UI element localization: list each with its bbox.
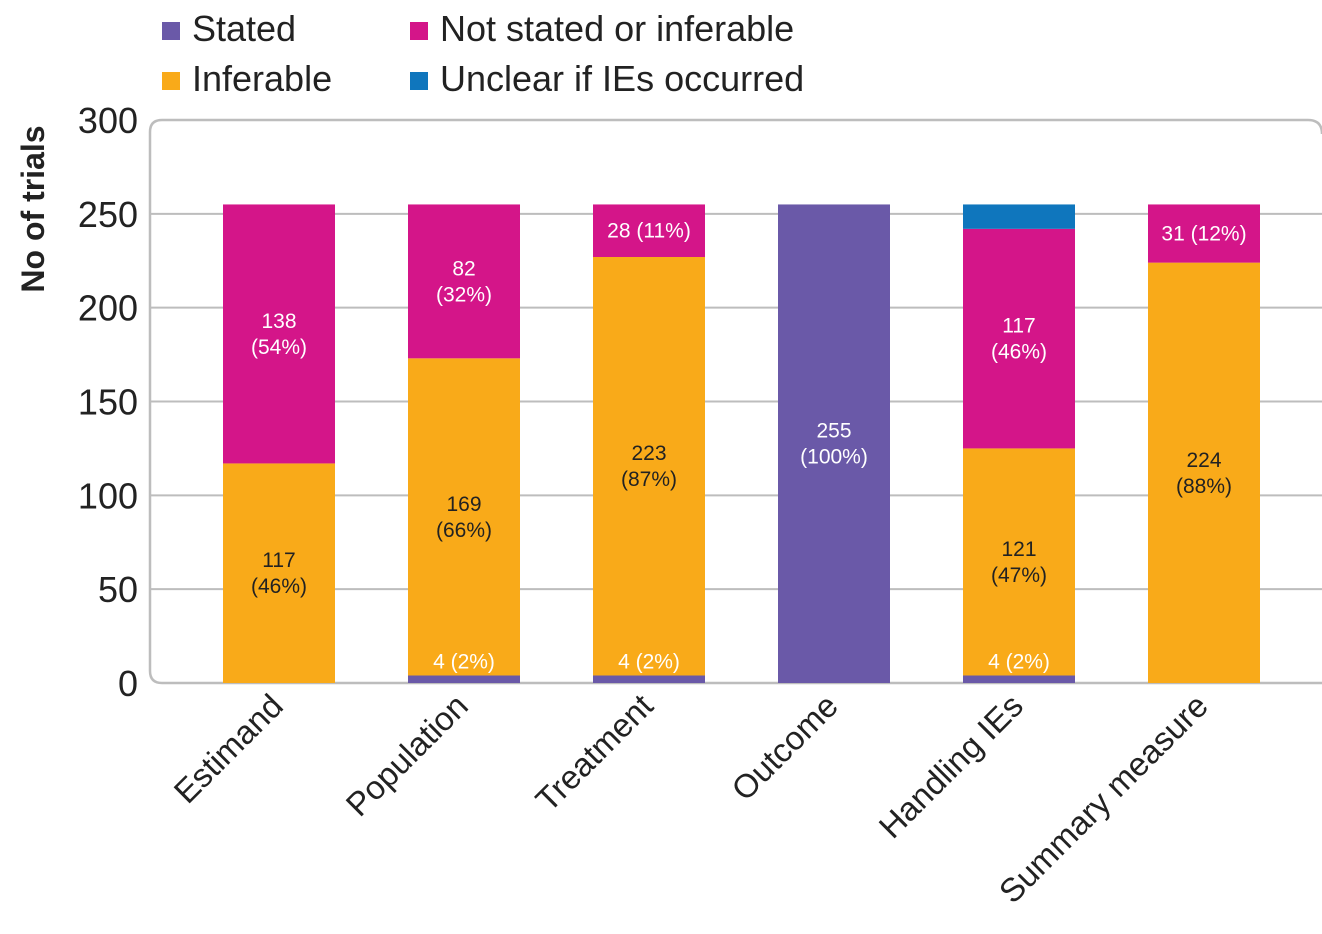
y-tick-label-200: 200 <box>78 288 138 329</box>
legend-label-unclear-if-ies-occurred: Unclear if IEs occurred <box>440 58 804 99</box>
x-tick-label-handling-ies: Handling IEs <box>871 687 1029 845</box>
data-label-handling-ies-inferable: 121 (47%) <box>991 538 1047 587</box>
bar-segment-population-stated <box>408 675 520 683</box>
data-label-estimand-inferable: 117 (46%) <box>251 549 307 598</box>
y-tick-label-250: 250 <box>78 194 138 235</box>
legend-swatch-unclear-if-ies-occurred <box>410 72 428 90</box>
data-label-summary-measure-not-stated-or-inferable: 31 (12%) <box>1161 223 1246 246</box>
bar-segment-handling-ies-inferable <box>963 448 1075 676</box>
y-axis-title: No of trials <box>15 125 51 292</box>
data-label-treatment-stated: 4 (2%) <box>618 650 680 673</box>
legend-label-stated: Stated <box>192 8 296 49</box>
bar-stack-outcome: 255 (100%) <box>778 204 890 683</box>
data-label-outcome-stated: 255 (100%) <box>800 420 868 469</box>
bar-segment-estimand-inferable <box>223 463 335 683</box>
data-label-treatment-not-stated-or-inferable: 28 (11%) <box>607 220 691 243</box>
bar-stack-summary-measure: 224 (88%) 31 (12%) <box>1148 204 1260 683</box>
y-axis: 0 50 100 150 200 250 300 No of trials <box>15 100 138 704</box>
x-tick-label-treatment: Treatment <box>528 687 660 819</box>
bar-segment-summary-measure-inferable <box>1148 262 1260 683</box>
bars: 117 (46%)138 (54%)4 (2%)169 (66%)82 (32%)4 (… <box>223 179 1260 683</box>
legend-swatch-stated <box>162 22 180 40</box>
data-label-population-inferable: 169 (66%) <box>436 493 492 542</box>
data-label-summary-measure-inferable: 224 (88%) <box>1176 449 1232 498</box>
y-tick-label-100: 100 <box>78 475 138 516</box>
bar-stack-treatment: 4 (2%) 223 (87%) 28 (11%) <box>593 204 705 683</box>
bar-segment-summary-measure-not-stated-or-inferable <box>1148 204 1260 263</box>
y-tick-label-150: 150 <box>78 382 138 423</box>
data-label-handling-ies-unclear-if-ies-occurred: 13 (5%) <box>982 179 1056 202</box>
legend-label-not-stated-or-inferable: Not stated or inferable <box>440 8 794 49</box>
gridlines <box>150 212 1322 591</box>
plot-border <box>148 118 1322 685</box>
plot-frame <box>148 118 1322 685</box>
bar-segment-handling-ies-stated <box>963 675 1075 683</box>
x-tick-label-estimand: Estimand <box>167 687 290 810</box>
legend-label-inferable: Inferable <box>192 58 332 99</box>
bar-segment-handling-ies-unclear-if-ies-occurred <box>963 204 1075 229</box>
bar-segment-population-inferable <box>408 358 520 676</box>
y-tick-label-0: 0 <box>118 663 138 704</box>
x-tick-label-summary-measure: Summary measure <box>992 687 1215 910</box>
legend: Stated Inferable Not stated or inferable Un… <box>162 8 804 99</box>
data-label-treatment-inferable: 223 (87%) <box>621 442 677 491</box>
data-label-handling-ies-stated: 4 (2%) <box>988 650 1050 673</box>
bar-segment-treatment-not-stated-or-inferable <box>593 204 705 257</box>
legend-swatch-not-stated-or-inferable <box>410 22 428 40</box>
data-label-population-not-stated-or-inferable: 82 (32%) <box>436 257 492 306</box>
bar-stack-estimand: 117 (46%) 138 (54%) <box>223 204 335 683</box>
y-tick-label-50: 50 <box>98 569 138 610</box>
x-axis: Estimand Population Treatment Outcome Handli… <box>167 687 1215 910</box>
bar-segment-handling-ies-not-stated-or-inferable <box>963 228 1075 449</box>
bar-stack-population: 4 (2%) 169 (66%) 82 (32%) <box>408 204 520 683</box>
bar-segment-estimand-not-stated-or-inferable <box>223 204 335 464</box>
y-tick-label-300: 300 <box>78 100 138 141</box>
bar-segment-outcome-stated <box>778 204 890 683</box>
bar-segment-treatment-stated <box>593 675 705 683</box>
data-label-handling-ies-not-stated-or-inferable: 117 (46%) <box>991 315 1047 364</box>
data-label-estimand-not-stated-or-inferable: 138 (54%) <box>251 310 307 359</box>
bar-stack-handling-ies: 4 (2%) 121 (47%) 117 (46%) 13 (5%) <box>963 179 1075 683</box>
x-tick-label-outcome: Outcome <box>724 687 845 808</box>
bar-segment-treatment-inferable <box>593 256 705 676</box>
legend-swatch-inferable <box>162 72 180 90</box>
x-tick-label-population: Population <box>339 687 475 823</box>
data-label-population-stated: 4 (2%) <box>433 650 495 673</box>
bar-segment-population-not-stated-or-inferable <box>408 204 520 359</box>
